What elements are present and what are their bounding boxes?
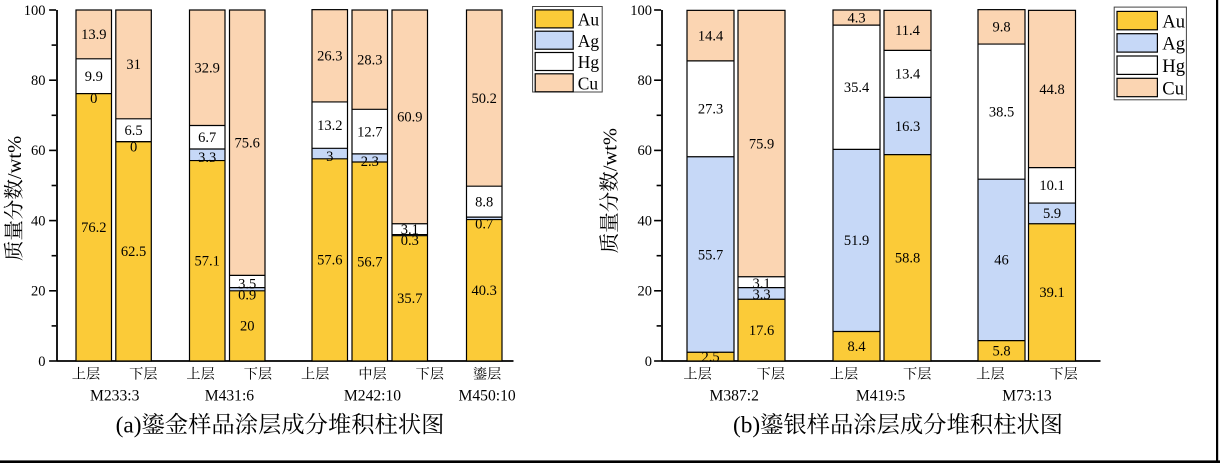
svg-text:40: 40 [638, 213, 653, 229]
svg-text:39.1: 39.1 [1039, 285, 1064, 301]
svg-text:20: 20 [240, 319, 255, 335]
svg-text:0: 0 [38, 354, 45, 370]
svg-text:2.3: 2.3 [361, 154, 379, 170]
svg-text:60: 60 [638, 143, 653, 159]
svg-text:Ag: Ag [578, 31, 600, 51]
svg-text:Au: Au [1162, 11, 1185, 32]
svg-text:60.9: 60.9 [397, 110, 422, 126]
svg-text:3: 3 [326, 149, 333, 165]
svg-text:76.2: 76.2 [81, 220, 106, 236]
svg-text:75.9: 75.9 [749, 136, 774, 152]
svg-text:9.8: 9.8 [992, 20, 1010, 36]
svg-text:3.3: 3.3 [752, 287, 770, 303]
svg-text:62.5: 62.5 [121, 244, 146, 260]
svg-text:27.3: 27.3 [698, 102, 723, 118]
svg-text:6.5: 6.5 [125, 123, 143, 139]
svg-text:26.3: 26.3 [317, 49, 342, 65]
svg-text:3.5: 3.5 [238, 276, 256, 292]
svg-text:60: 60 [31, 143, 46, 159]
svg-text:40: 40 [31, 213, 46, 229]
svg-text:Cu: Cu [1162, 78, 1184, 99]
svg-text:55.7: 55.7 [698, 247, 723, 263]
svg-text:3.3: 3.3 [198, 150, 216, 166]
svg-text:3.1: 3.1 [752, 276, 770, 292]
svg-text:0.9: 0.9 [238, 287, 256, 303]
svg-text:0: 0 [130, 139, 137, 155]
svg-text:35.7: 35.7 [397, 291, 422, 307]
svg-text:M73:13: M73:13 [1002, 388, 1052, 405]
svg-text:80: 80 [31, 73, 46, 89]
svg-text:11.4: 11.4 [895, 23, 921, 39]
svg-text:Hg: Hg [578, 52, 600, 72]
svg-text:44.8: 44.8 [1039, 82, 1064, 98]
svg-text:10.1: 10.1 [1039, 178, 1064, 194]
svg-text:20: 20 [31, 284, 46, 300]
svg-text:75.6: 75.6 [235, 136, 260, 152]
svg-text:5.8: 5.8 [992, 344, 1010, 360]
svg-text:0.3: 0.3 [401, 233, 419, 249]
svg-text:0: 0 [90, 91, 97, 107]
svg-text:57.1: 57.1 [195, 254, 220, 270]
svg-text:16.3: 16.3 [895, 119, 920, 135]
svg-text:35.4: 35.4 [844, 80, 870, 96]
svg-text:14.4: 14.4 [698, 28, 724, 44]
svg-text:8.4: 8.4 [847, 339, 866, 355]
svg-text:4.3: 4.3 [847, 10, 865, 26]
svg-text:46: 46 [994, 253, 1009, 269]
svg-text:100: 100 [24, 3, 46, 19]
svg-text:57.6: 57.6 [317, 253, 342, 269]
svg-text:M233:3: M233:3 [90, 388, 140, 405]
svg-text:0: 0 [645, 354, 652, 370]
svg-text:13.9: 13.9 [81, 27, 106, 43]
svg-text:8.8: 8.8 [475, 194, 493, 210]
svg-text:31: 31 [126, 57, 141, 73]
svg-text:M431:6: M431:6 [205, 388, 255, 405]
svg-text:20: 20 [638, 284, 653, 300]
svg-text:13.2: 13.2 [317, 118, 342, 134]
svg-text:(a): (a) [116, 413, 142, 439]
svg-text:(b): (b) [733, 413, 760, 439]
svg-text:/wt%: /wt% [600, 128, 622, 171]
svg-text:Ag: Ag [1162, 34, 1185, 55]
svg-text:56.7: 56.7 [357, 254, 382, 270]
svg-text:58.8: 58.8 [895, 251, 920, 267]
svg-text:M387:2: M387:2 [710, 388, 759, 405]
svg-text:13.4: 13.4 [895, 67, 921, 83]
svg-text:32.9: 32.9 [195, 61, 220, 77]
svg-text:M450:10: M450:10 [459, 388, 516, 405]
svg-text:0.7: 0.7 [475, 216, 493, 232]
svg-text:Au: Au [578, 10, 600, 30]
svg-text:51.9: 51.9 [844, 233, 869, 249]
svg-text:Hg: Hg [1162, 56, 1185, 77]
svg-text:Cu: Cu [578, 73, 599, 93]
svg-text:9.9: 9.9 [85, 69, 103, 85]
svg-text:/wt%: /wt% [4, 136, 26, 179]
svg-text:50.2: 50.2 [472, 91, 497, 107]
svg-text:3.1: 3.1 [401, 222, 419, 238]
svg-text:5.9: 5.9 [1043, 206, 1061, 222]
svg-text:6.7: 6.7 [198, 130, 216, 146]
svg-text:80: 80 [638, 73, 653, 89]
svg-text:M419:5: M419:5 [856, 388, 906, 405]
svg-text:12.7: 12.7 [357, 124, 382, 140]
svg-text:28.3: 28.3 [357, 53, 382, 69]
svg-text:100: 100 [630, 3, 652, 19]
svg-text:17.6: 17.6 [749, 323, 774, 339]
svg-text:40.3: 40.3 [472, 283, 497, 299]
svg-text:2.5: 2.5 [701, 349, 719, 365]
svg-text:M242:10: M242:10 [344, 388, 401, 405]
svg-text:38.5: 38.5 [989, 104, 1014, 120]
